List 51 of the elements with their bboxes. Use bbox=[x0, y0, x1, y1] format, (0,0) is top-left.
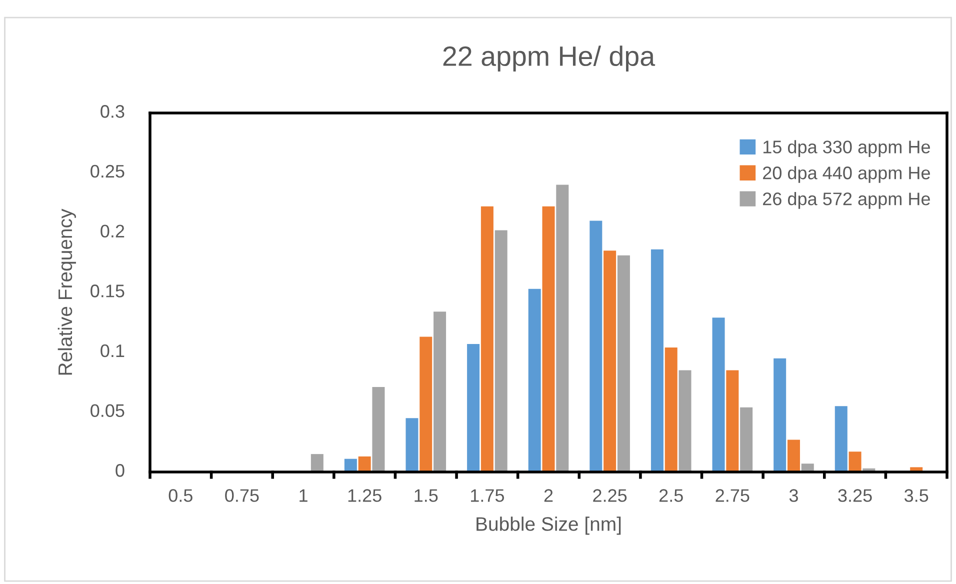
x-tick-label: 3.25 bbox=[838, 489, 872, 502]
bar bbox=[774, 358, 786, 472]
x-tick-label: 2.25 bbox=[593, 489, 627, 502]
bar bbox=[358, 456, 371, 472]
y-axis-title: Relative Frequency bbox=[58, 208, 76, 375]
y-tick-label: 0.25 bbox=[90, 164, 124, 178]
bar bbox=[542, 206, 555, 472]
x-tick-label: 1.75 bbox=[471, 489, 504, 502]
bar bbox=[420, 336, 432, 472]
y-tick-label: 0.3 bbox=[100, 105, 124, 118]
chart-title: 22 appm He/ dpa bbox=[443, 46, 656, 72]
x-tick-label: 2.5 bbox=[659, 489, 683, 502]
x-tick-label: 2 bbox=[544, 489, 553, 502]
bar bbox=[406, 418, 418, 472]
y-tick-label: 0.05 bbox=[90, 404, 124, 418]
bar bbox=[556, 184, 569, 472]
bar bbox=[787, 440, 800, 472]
bar bbox=[467, 344, 480, 472]
bar bbox=[740, 407, 753, 472]
bar bbox=[617, 255, 630, 472]
legend-label: 26 dpa 572 appm He bbox=[763, 192, 930, 209]
bar bbox=[494, 230, 508, 472]
bar bbox=[372, 387, 385, 472]
x-tick-label: 0.75 bbox=[225, 489, 259, 502]
bar bbox=[848, 452, 862, 472]
bar bbox=[310, 454, 324, 472]
x-tick-label: 3.5 bbox=[904, 489, 928, 502]
x-tick-label: 2.75 bbox=[716, 489, 750, 502]
bar bbox=[834, 406, 848, 472]
bar bbox=[726, 370, 739, 472]
bar bbox=[434, 312, 446, 472]
bar bbox=[480, 206, 494, 472]
bar bbox=[650, 249, 664, 472]
x-axis-title: Bubble Size [nm] bbox=[476, 516, 621, 535]
y-tick-label: 0.2 bbox=[100, 224, 124, 238]
x-tick-label: 0.5 bbox=[168, 489, 192, 502]
y-tick-label: 0 bbox=[116, 464, 124, 477]
bar bbox=[712, 318, 725, 472]
bar bbox=[678, 370, 692, 472]
y-tick-label: 0.1 bbox=[100, 344, 124, 358]
legend-label: 15 dpa 330 appm He bbox=[763, 140, 930, 157]
bar bbox=[590, 220, 602, 472]
x-tick-label: 3 bbox=[789, 489, 798, 502]
bar bbox=[604, 250, 616, 472]
bar bbox=[528, 288, 541, 472]
y-tick-label: 0.15 bbox=[90, 284, 124, 298]
legend-label: 20 dpa 440 appm He bbox=[763, 166, 930, 183]
x-tick-label: 1 bbox=[300, 489, 308, 502]
x-tick-label: 1.5 bbox=[414, 489, 438, 502]
bar bbox=[664, 348, 678, 472]
x-tick-label: 1.25 bbox=[348, 489, 382, 502]
